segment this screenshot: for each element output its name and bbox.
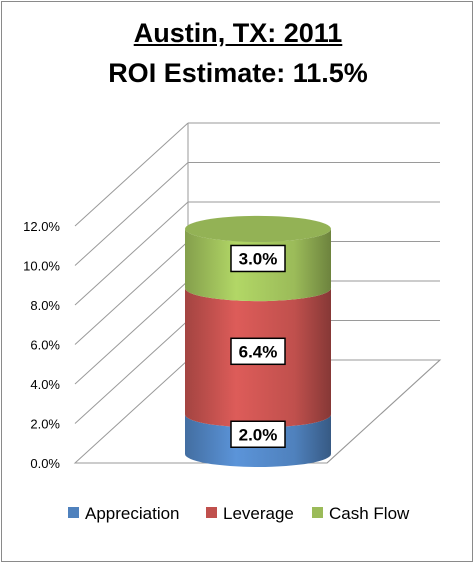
y-axis-ticks: 0.0% 2.0% 4.0% 6.0% 8.0% 10.0% 12.0% (23, 219, 60, 471)
svg-text:2.0%: 2.0% (239, 425, 278, 444)
chart-subtitle: ROI Estimate: 11.5% (108, 58, 368, 88)
legend-swatch (312, 507, 323, 518)
legend: Appreciation Leverage Cash Flow (68, 504, 410, 523)
y-tick-label: 12.0% (23, 219, 60, 234)
gridline-side (74, 162, 189, 266)
legend-label: Appreciation (85, 504, 180, 523)
y-tick-label: 10.0% (23, 259, 60, 274)
data-label-appreciation: 2.0% (230, 420, 286, 448)
gridline-side (74, 241, 189, 345)
y-tick-label: 8.0% (30, 298, 60, 313)
gridline-side (74, 201, 189, 306)
legend-item-cash-flow: Cash Flow (312, 504, 410, 523)
data-label-leverage: 6.4% (230, 337, 286, 366)
legend-label: Cash Flow (329, 504, 410, 523)
legend-item-leverage: Leverage (206, 504, 294, 523)
gridline-side (74, 280, 189, 385)
svg-text:6.4%: 6.4% (239, 342, 278, 361)
legend-label: Leverage (223, 504, 294, 523)
y-tick-label: 6.0% (30, 338, 60, 353)
data-label-cash-flow: 3.0% (230, 244, 286, 273)
svg-text:3.0%: 3.0% (239, 249, 278, 268)
gridline-side (74, 122, 189, 227)
legend-item-appreciation: Appreciation (68, 504, 180, 523)
legend-swatch (206, 507, 217, 518)
data-labels: 2.0% 6.4% 3.0% (230, 244, 286, 448)
gridline-side (74, 320, 189, 424)
floor-right-edge (326, 359, 441, 464)
bar-top-cap (185, 215, 331, 242)
y-tick-label: 2.0% (30, 417, 60, 432)
y-tick-label: 4.0% (30, 377, 60, 392)
legend-swatch (68, 507, 79, 518)
chart-title: Austin, TX: 2011 (133, 18, 343, 48)
y-tick-label: 0.0% (30, 456, 60, 471)
